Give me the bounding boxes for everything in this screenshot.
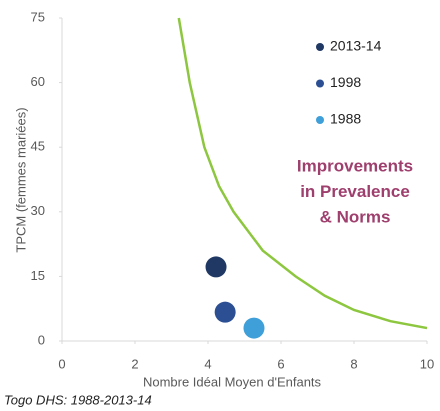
y-tick-label: 15 [31,268,45,283]
annotation: in Prevalence [300,182,410,201]
legend-marker [316,43,324,51]
legend-label: 1998 [330,74,361,90]
legend-label: 1988 [330,111,361,127]
x-tick-label: 4 [204,356,211,371]
y-tick-label: 75 [31,9,45,24]
x-axis-label: Nombre Idéal Moyen d'Enfants [143,374,322,389]
point [205,256,227,278]
point [214,301,236,323]
annotation: Improvements [297,156,413,175]
y-tick-label: 45 [31,139,45,154]
x-tick-label: 0 [58,356,65,371]
legend-marker [316,116,324,124]
point [243,317,265,339]
legend-label: 2013-14 [330,38,382,54]
x-tick-label: 2 [131,356,138,371]
y-tick-label: 0 [38,332,45,347]
x-tick-label: 6 [277,356,284,371]
y-tick-label: 60 [31,74,45,89]
source-note: Togo DHS: 1988-2013-14 [4,392,152,407]
y-axis-label: TPCM (femmes mariées) [13,107,28,252]
x-tick-label: 8 [350,356,357,371]
annotation: & Norms [320,207,391,226]
curve [177,17,428,330]
legend-marker [316,79,324,88]
x-tick-label: 10 [420,356,434,371]
y-tick-label: 30 [31,203,45,218]
